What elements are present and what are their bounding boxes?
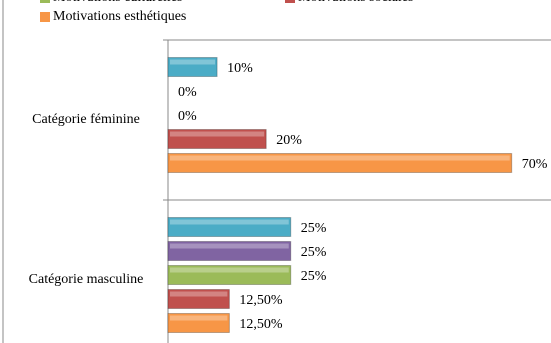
legend-swatch	[40, 0, 50, 3]
data-label: 12,50%	[239, 317, 283, 332]
bar	[167, 289, 230, 309]
bar-highlight	[170, 219, 289, 225]
bar-highlight	[170, 243, 289, 249]
data-label: 12,50%	[239, 293, 283, 308]
bar	[167, 241, 292, 261]
data-label: 10%	[227, 61, 253, 76]
bar	[167, 217, 292, 237]
bar	[167, 153, 513, 173]
data-label: 25%	[301, 269, 327, 284]
bar-highlight	[170, 315, 228, 321]
bar	[167, 129, 267, 149]
data-label: 20%	[276, 133, 302, 148]
data-label: 0%	[178, 85, 197, 100]
data-label: 70%	[522, 157, 548, 172]
bar-highlight	[170, 59, 216, 65]
data-label: 25%	[301, 245, 327, 260]
bar-highlight	[170, 267, 289, 273]
legend-swatch	[285, 0, 295, 3]
legend-swatch	[40, 12, 50, 22]
bar	[167, 265, 292, 285]
bar-highlight	[170, 155, 510, 161]
legend-label: Motivations esthétiques	[53, 9, 186, 24]
legend-label: Motivations culturelles	[53, 0, 182, 5]
y-tick-label: Catégorie masculine	[29, 272, 144, 287]
bar-highlight	[170, 291, 228, 297]
data-label: 0%	[178, 109, 197, 124]
data-label: 25%	[301, 221, 327, 236]
y-tick-label: Catégorie féminine	[32, 112, 140, 127]
bar	[167, 57, 218, 77]
bar	[167, 313, 230, 333]
legend-label: Motivations sociales	[298, 0, 414, 5]
bar-highlight	[170, 131, 265, 137]
